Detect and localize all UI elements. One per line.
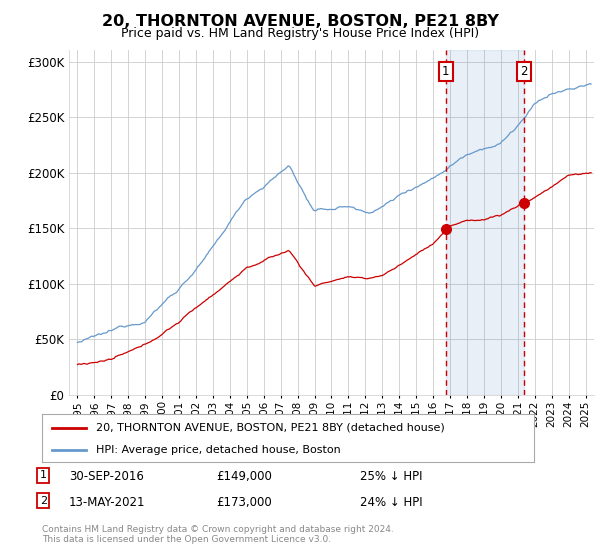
Text: 13-MAY-2021: 13-MAY-2021 <box>69 496 146 508</box>
Text: 2: 2 <box>520 65 528 78</box>
Text: 20, THORNTON AVENUE, BOSTON, PE21 8BY (detached house): 20, THORNTON AVENUE, BOSTON, PE21 8BY (d… <box>96 423 445 433</box>
Text: Contains HM Land Registry data © Crown copyright and database right 2024.
This d: Contains HM Land Registry data © Crown c… <box>42 525 394 544</box>
Text: Price paid vs. HM Land Registry's House Price Index (HPI): Price paid vs. HM Land Registry's House … <box>121 27 479 40</box>
Text: 24% ↓ HPI: 24% ↓ HPI <box>360 496 422 508</box>
Text: 30-SEP-2016: 30-SEP-2016 <box>69 470 144 483</box>
Text: £173,000: £173,000 <box>216 496 272 508</box>
Text: 1: 1 <box>40 470 47 480</box>
Text: 20, THORNTON AVENUE, BOSTON, PE21 8BY: 20, THORNTON AVENUE, BOSTON, PE21 8BY <box>101 14 499 29</box>
Text: 1: 1 <box>442 65 449 78</box>
Text: HPI: Average price, detached house, Boston: HPI: Average price, detached house, Bost… <box>96 445 341 455</box>
Text: £149,000: £149,000 <box>216 470 272 483</box>
Bar <box>446 50 524 395</box>
Text: 2: 2 <box>40 496 47 506</box>
Text: 25% ↓ HPI: 25% ↓ HPI <box>360 470 422 483</box>
